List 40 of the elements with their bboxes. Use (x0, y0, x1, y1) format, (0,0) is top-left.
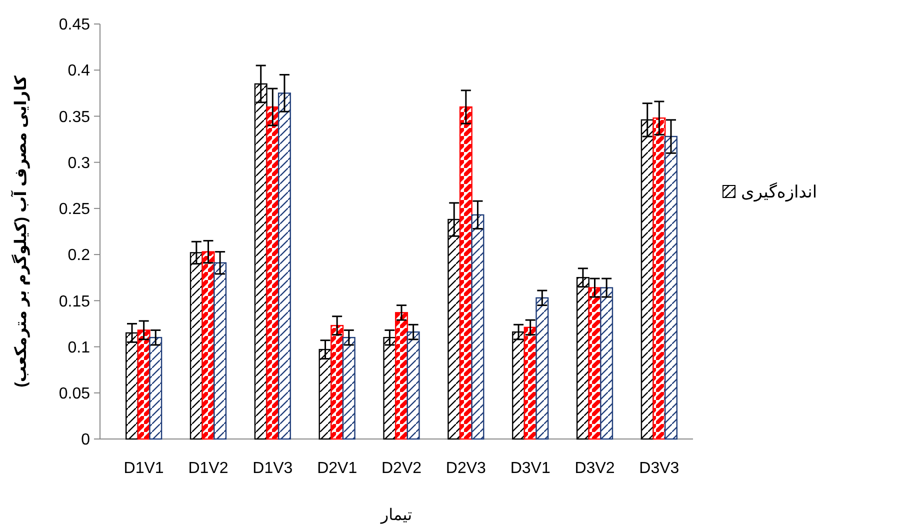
bar (342, 336, 356, 440)
y-tick-label: 0.05 (58, 385, 90, 402)
y-tick-label: 0.25 (58, 201, 90, 218)
x-tick-label: D1V3 (252, 460, 293, 477)
bar (214, 262, 227, 440)
bar (524, 326, 537, 440)
y-tick-label: 0.35 (58, 108, 90, 126)
bar (536, 297, 549, 440)
x-tick-label: D3V2 (574, 460, 615, 477)
y-tick-label: 0.4 (68, 62, 90, 80)
x-tick-label: D2V2 (381, 460, 422, 477)
bar (202, 251, 215, 440)
y-tick-label: 0.15 (58, 293, 90, 310)
x-tick-label: D3V3 (639, 460, 680, 477)
bar (149, 336, 162, 440)
x-tick-label: D3V1 (510, 460, 550, 477)
bar (394, 312, 408, 440)
bar (266, 106, 280, 440)
y-tick-label: 0 (81, 432, 90, 449)
x-tick-label: D2V1 (317, 460, 358, 477)
x-axis-title: تیمار (380, 507, 412, 524)
y-tick-label: 0.2 (68, 247, 90, 264)
y-tick-label: 0.45 (58, 16, 90, 34)
y-tick-label: 0.3 (68, 154, 90, 172)
bar (471, 214, 484, 440)
x-tick-label: D1V1 (124, 460, 164, 477)
bar (137, 330, 150, 440)
y-tick-label: 0.1 (68, 339, 90, 356)
y-axis-title: کارایی مصرف آب (کیلوگرم بر مترمکعب) (10, 74, 30, 388)
x-tick-label: D1V2 (188, 460, 228, 477)
bar (652, 117, 666, 440)
bar (330, 324, 344, 440)
legend-label: اندازه‌گیری (741, 181, 818, 202)
bar (600, 287, 614, 440)
bar (406, 331, 420, 440)
bar (459, 106, 472, 440)
bar (588, 287, 602, 440)
bar (278, 92, 291, 440)
bar (664, 136, 678, 440)
x-tick-label: D2V3 (446, 460, 486, 477)
